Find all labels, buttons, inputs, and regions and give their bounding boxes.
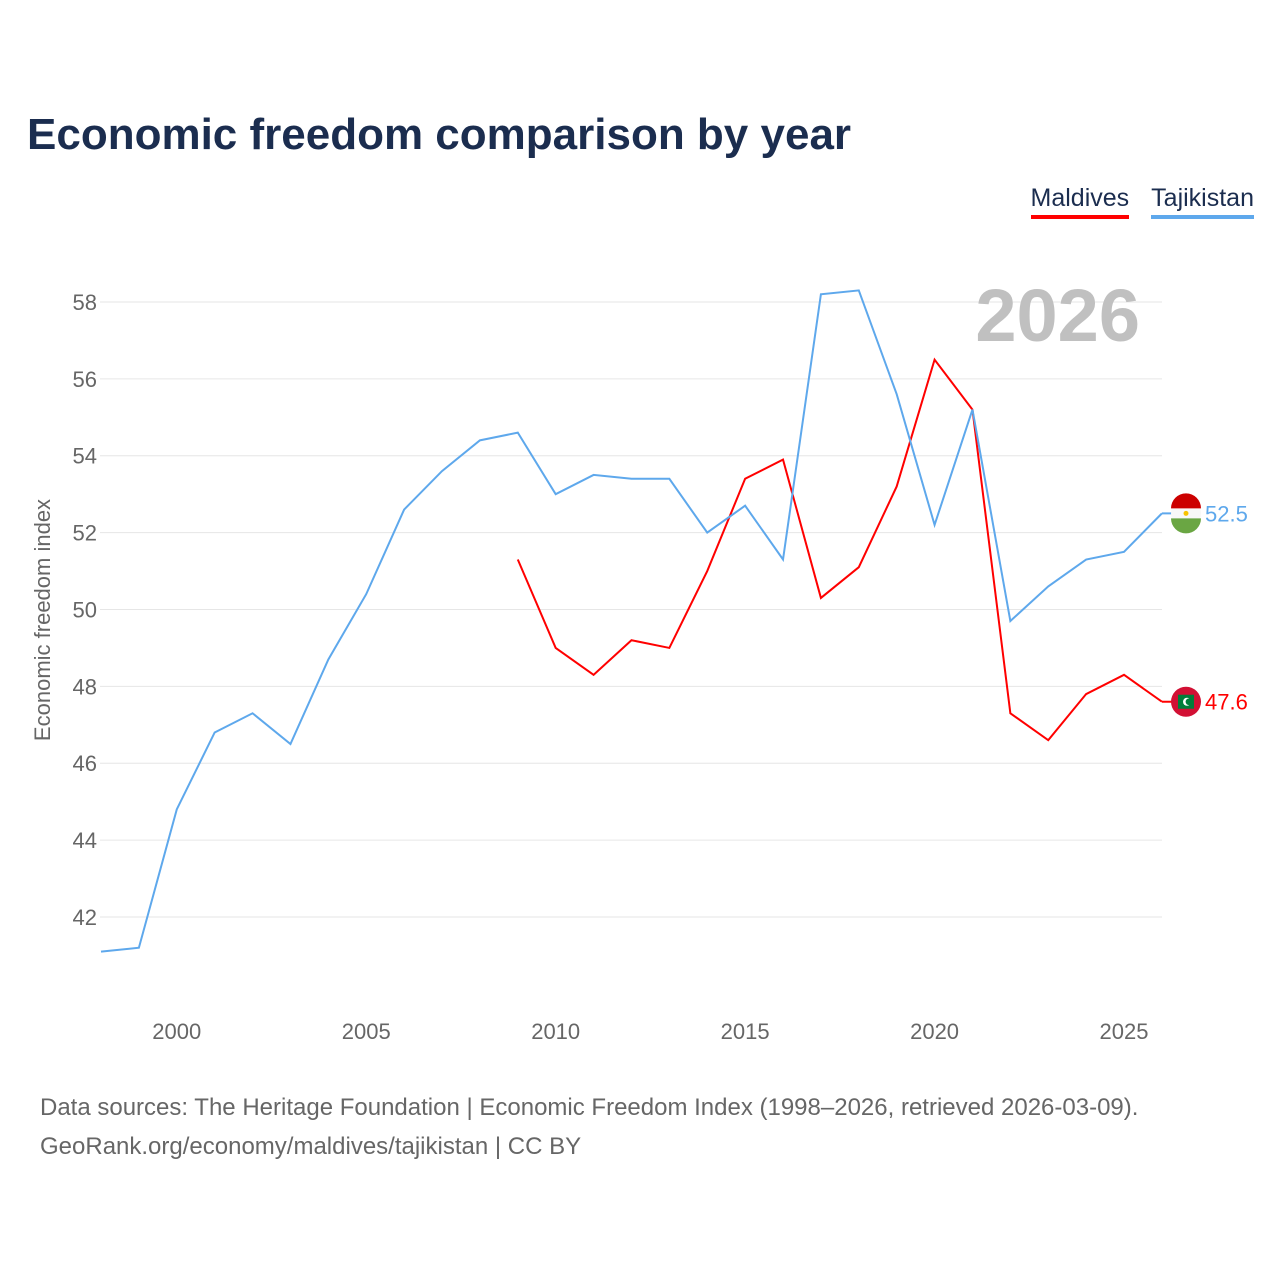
y-tick-label: 52 (73, 521, 97, 546)
y-tick-label: 50 (73, 597, 97, 622)
x-tick-label: 2025 (1100, 1019, 1149, 1044)
x-tick-label: 2000 (152, 1019, 201, 1044)
source-line-2[interactable]: GeoRank.org/economy/maldives/tajikistan … (40, 1133, 582, 1160)
tajikistan-flag-icon (1171, 518, 1201, 534)
y-tick-label: 46 (73, 751, 97, 776)
x-tick-label: 2020 (910, 1019, 959, 1044)
y-tick-label: 58 (73, 290, 97, 315)
tajikistan-flag-icon (1183, 510, 1189, 516)
legend-item-maldives[interactable]: Maldives (1030, 184, 1130, 219)
y-tick-label: 48 (73, 674, 97, 699)
chart-title: Economic freedom comparison by year (27, 110, 852, 159)
legend: Maldives Tajikistan (1030, 184, 1254, 219)
y-tick-label: 56 (73, 367, 97, 392)
y-tick-label: 44 (73, 828, 97, 853)
series-line-tajikistan (100, 289, 1163, 953)
x-tick-label: 2010 (531, 1019, 580, 1044)
end-value-label: 47.6 (1205, 690, 1248, 715)
maldives-flag-icon (1185, 698, 1193, 706)
y-tick-label: 42 (73, 905, 97, 930)
watermark-year: 2026 (975, 274, 1140, 357)
y-tick-label: 54 (73, 444, 97, 469)
y-axis-label: Economic freedom index (30, 499, 55, 741)
source-line-1: Data sources: The Heritage Foundation | … (40, 1094, 1139, 1121)
x-tick-label: 2005 (342, 1019, 391, 1044)
end-value-label: 52.5 (1205, 501, 1248, 526)
series-line-maldives (516, 357, 1163, 742)
x-tick-label: 2015 (721, 1019, 770, 1044)
legend-item-tajikistan[interactable]: Tajikistan (1151, 184, 1254, 219)
source-note: Data sources: The Heritage Foundation | … (40, 1088, 1138, 1166)
tajikistan-flag-icon (1171, 493, 1201, 509)
